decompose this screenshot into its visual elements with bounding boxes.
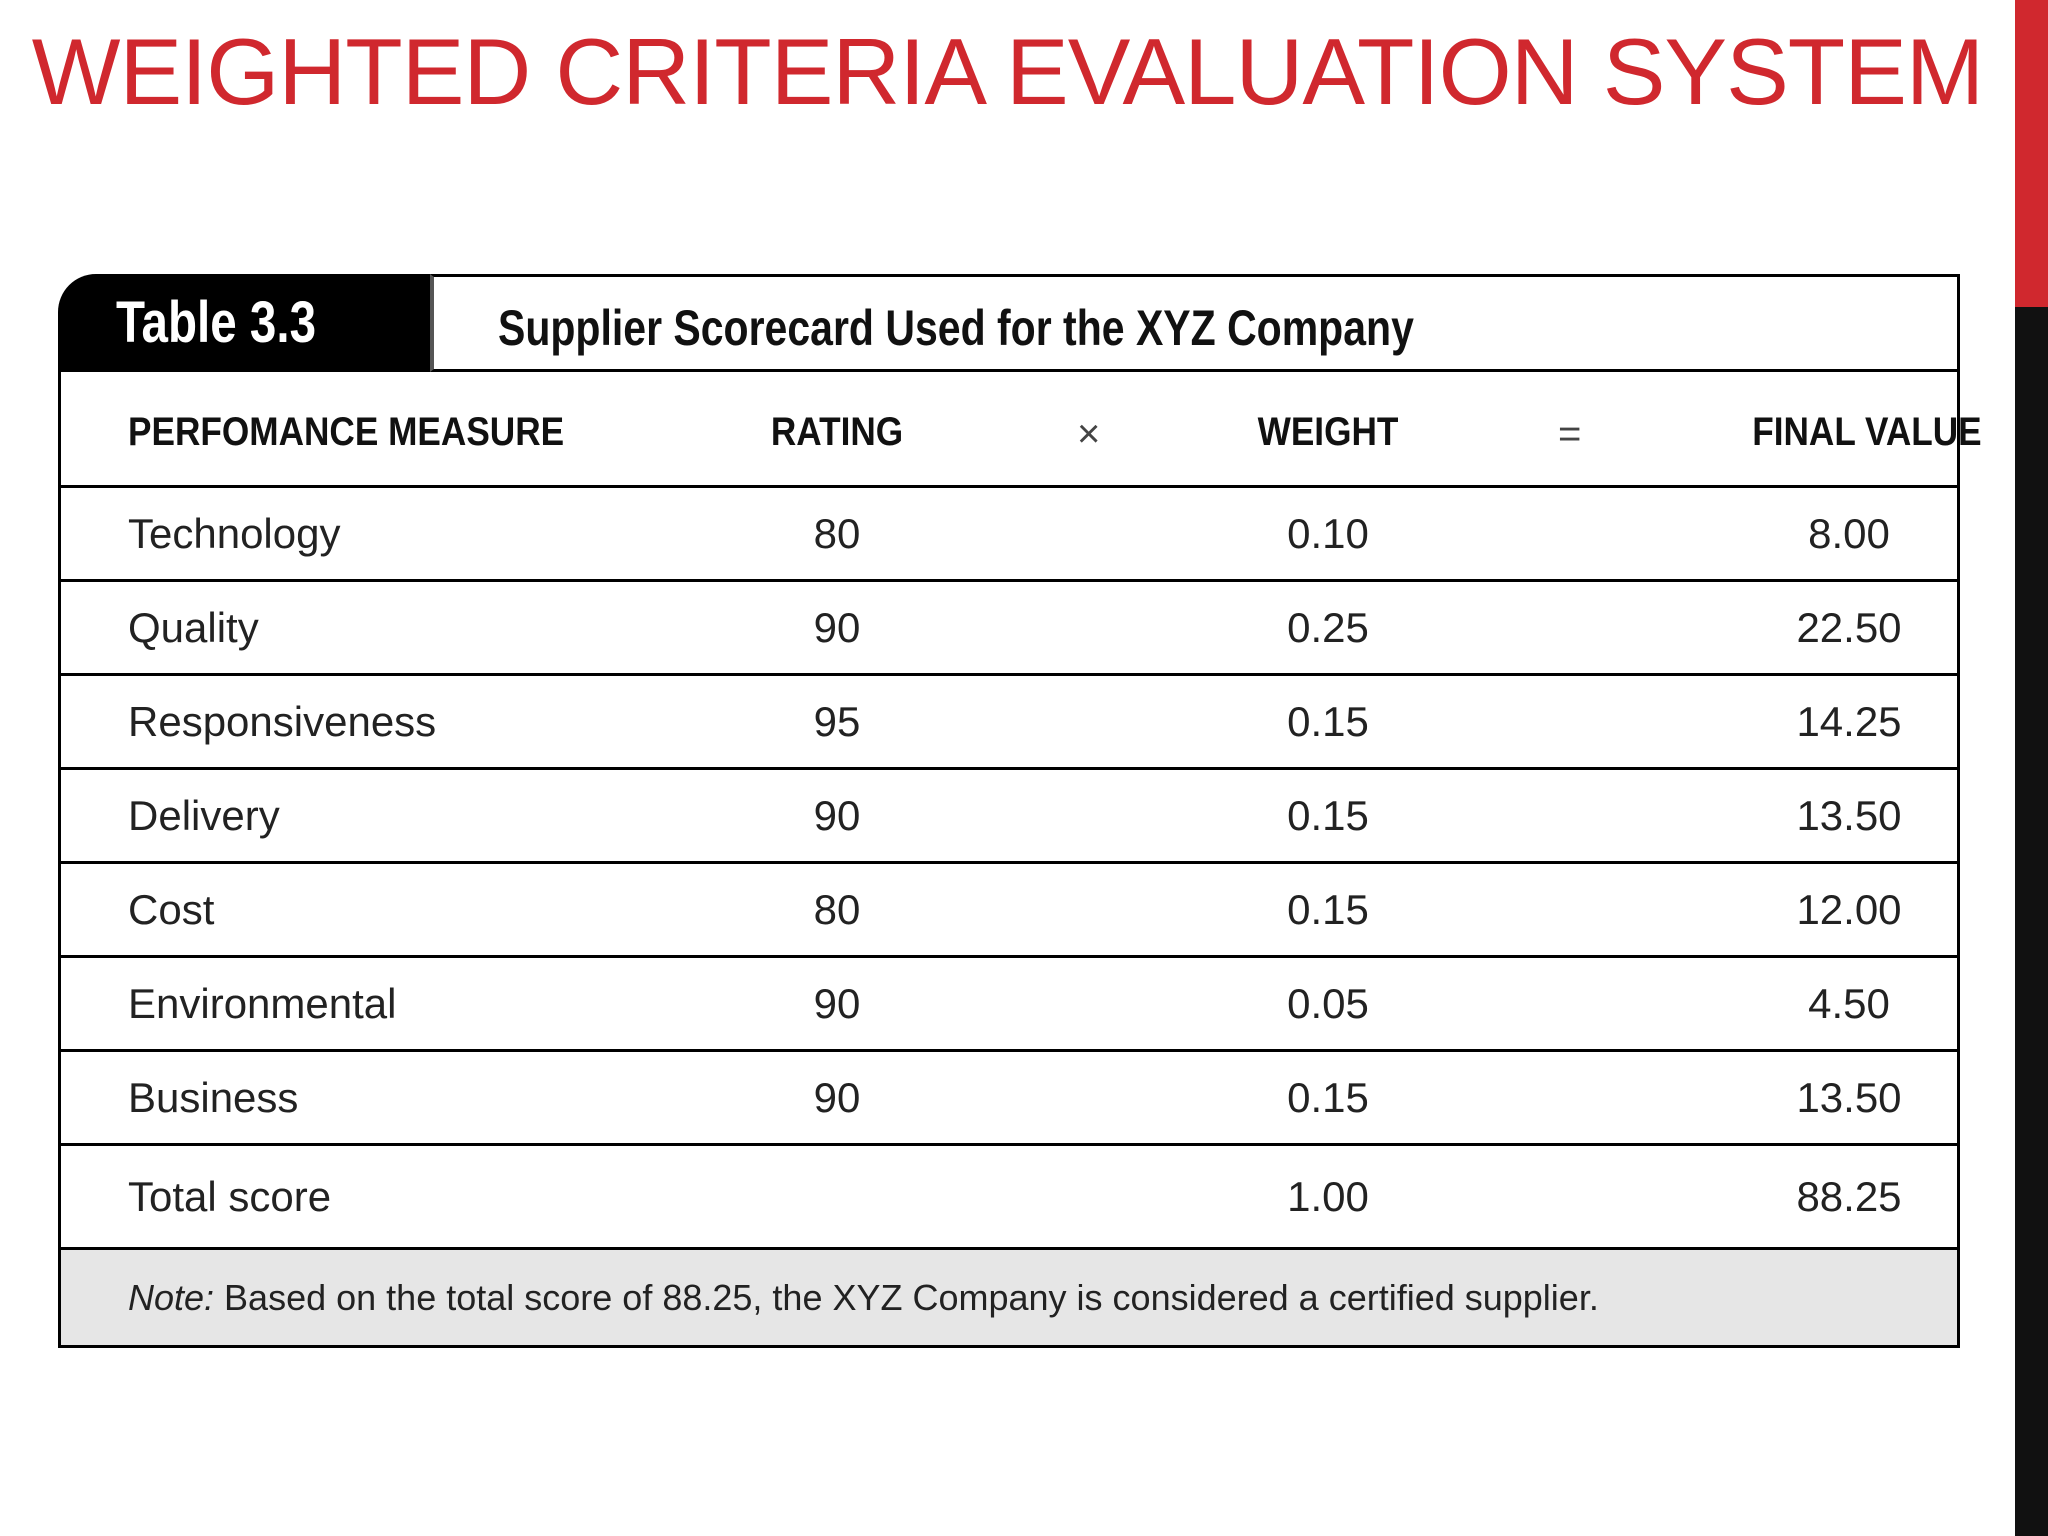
multiply-operator: × (1077, 412, 1101, 456)
cell-rating: 80 (813, 885, 861, 933)
table-number-label: Table 3.3 (116, 290, 317, 355)
supplier-scorecard-table: Table 3.3 Supplier Scorecard Used for th… (58, 274, 1982, 1348)
total-row: Total score 1.00 88.25 (61, 1146, 1957, 1251)
table-rows: Technology 80 0.10 8.00 Quality 90 0.25 … (61, 488, 1957, 1251)
cell-final-value: 8.00 (1808, 509, 1890, 557)
table-body: PERFOMANCE MEASURE RATING × WEIGHT = FIN… (58, 372, 1982, 1348)
cell-rating: 90 (813, 603, 861, 651)
cell-measure: Technology (128, 509, 341, 557)
cell-rating: 90 (813, 791, 861, 839)
cell-measure: Quality (128, 603, 259, 651)
table-row: Responsiveness 95 0.15 14.25 (61, 676, 1957, 770)
cell-measure: Delivery (128, 791, 280, 839)
note-text: Based on the total score of 88.25, the X… (224, 1276, 1599, 1318)
table-caption: Table 3.3 Supplier Scorecard Used for th… (58, 274, 1960, 372)
cell-rating: 80 (813, 509, 861, 557)
cell-weight: 0.15 (1287, 1073, 1369, 1121)
table-row: Environmental 90 0.05 4.50 (61, 958, 1957, 1052)
table-caption-text: Supplier Scorecard Used for the XYZ Comp… (498, 300, 1414, 356)
header-performance-measure: PERFOMANCE MEASURE (128, 410, 565, 454)
slide-title: WEIGHTED CRITERIA EVALUATION SYSTEM (31, 19, 1984, 124)
note-label: Note: (128, 1276, 215, 1318)
table-row: Delivery 90 0.15 13.50 (61, 770, 1957, 864)
table-row: Business 90 0.15 13.50 (61, 1052, 1957, 1146)
cell-measure: Business (128, 1073, 299, 1121)
cell-measure: Cost (128, 885, 215, 933)
cell-final-value: 4.50 (1808, 979, 1890, 1027)
table-caption-box: Supplier Scorecard Used for the XYZ Comp… (430, 274, 1960, 372)
header-rating: RATING (770, 410, 904, 454)
side-accent-red (2015, 0, 2048, 307)
table-row: Technology 80 0.10 8.00 (61, 488, 1957, 582)
cell-rating: 90 (813, 979, 861, 1027)
cell-weight: 0.10 (1287, 509, 1369, 557)
table-note: Note: Based on the total score of 88.25,… (61, 1247, 1957, 1345)
table-row: Cost 80 0.15 12.00 (61, 864, 1957, 958)
cell-rating: 90 (813, 1073, 861, 1121)
cell-total-rating (737, 1146, 937, 1248)
cell-final-value: 12.00 (1796, 885, 1902, 933)
equals-operator: = (1558, 412, 1582, 456)
cell-weight: 0.15 (1287, 697, 1369, 745)
table-header-row: PERFOMANCE MEASURE RATING × WEIGHT = FIN… (61, 372, 1982, 488)
header-weight: WEIGHT (1257, 410, 1399, 454)
cell-measure: Environmental (128, 979, 397, 1027)
table-number-tag: Table 3.3 (58, 274, 430, 372)
cell-weight: 0.05 (1287, 979, 1369, 1027)
table-row: Quality 90 0.25 22.50 (61, 582, 1957, 676)
cell-final-value: 22.50 (1796, 603, 1902, 651)
cell-weight: 0.25 (1287, 603, 1369, 651)
cell-measure: Responsiveness (128, 697, 437, 745)
cell-weight: 0.15 (1287, 885, 1369, 933)
cell-weight: 0.15 (1287, 791, 1369, 839)
cell-total-weight: 1.00 (1287, 1173, 1369, 1220)
cell-final-value: 13.50 (1796, 791, 1902, 839)
cell-rating: 95 (813, 697, 861, 745)
cell-final-value: 14.25 (1796, 697, 1902, 745)
cell-final-value: 13.50 (1796, 1073, 1902, 1121)
header-final-value: FINAL VALUE (1752, 410, 1982, 454)
cell-total-score: 88.25 (1796, 1173, 1902, 1220)
cell-total-label: Total score (128, 1173, 332, 1220)
side-accent-bar (2015, 0, 2048, 1536)
